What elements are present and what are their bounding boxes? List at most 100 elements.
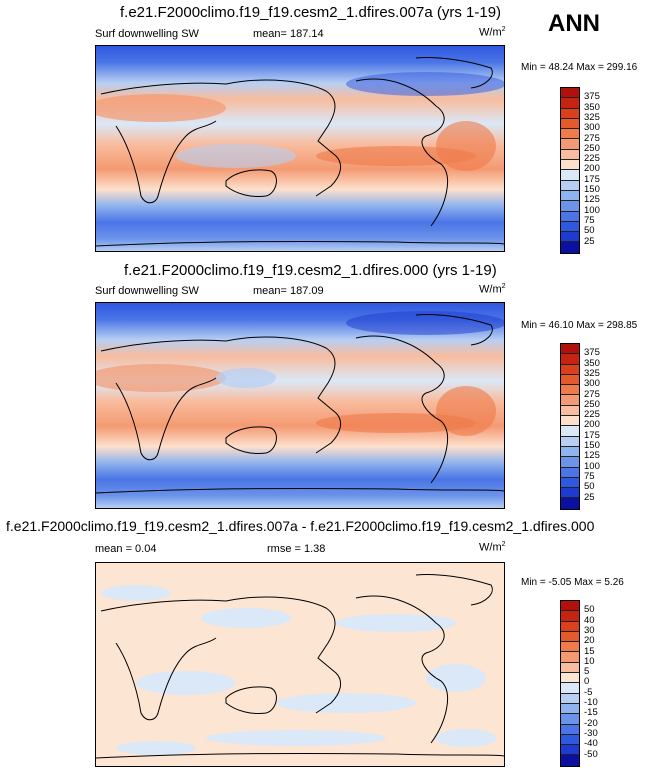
colorbar-tick-label: 25 (584, 491, 595, 503)
colorbar-swatch (561, 364, 579, 375)
panel-1-title: f.e21.F2000climo.f19_f19.cesm2_1.dfires.… (120, 4, 502, 21)
colorbar-tick-label: 30 (584, 624, 595, 636)
colorbar-tick-label: 225 (584, 409, 600, 421)
colorbar-swatch (561, 129, 579, 140)
panel-1-units: W/m2 (479, 26, 506, 39)
colorbar-tick-label: 325 (584, 367, 600, 379)
colorbar-swatch (561, 488, 579, 499)
colorbar-swatch (561, 354, 579, 365)
colorbar-swatch (561, 170, 579, 181)
colorbar-swatch (561, 98, 579, 109)
colorbar-tick-label: 75 (584, 470, 595, 482)
colorbar-tick-label: 50 (584, 225, 595, 237)
colorbar-swatch (561, 405, 579, 417)
colorbar-tick-label: 150 (584, 184, 600, 195)
panel-3-title: f.e21.F2000climo.f19_f19.cesm2_1.dfires.… (6, 518, 595, 534)
panel-2-colorbar (560, 343, 580, 510)
colorbar-tick-label: -30 (584, 727, 598, 739)
colorbar-tick-label: 15 (584, 645, 595, 657)
colorbar-tick-label: 5 (584, 666, 590, 678)
panel-2-mean-label: mean= 187.09 (253, 285, 324, 297)
colorbar-swatch (561, 426, 579, 437)
colorbar-swatch (561, 416, 579, 427)
colorbar-swatch (561, 118, 579, 130)
colorbar-tick-label: 100 (584, 204, 600, 216)
colorbar-swatch (561, 436, 579, 447)
panel-1-colorbar (560, 87, 580, 254)
colorbar-tick-label: 200 (584, 419, 600, 431)
colorbar-swatch (561, 621, 579, 632)
colorbar-swatch (561, 662, 579, 674)
colorbar-tick-label: 200 (584, 163, 600, 175)
colorbar-tick-label: 250 (584, 398, 600, 410)
season-label: ANN (548, 10, 600, 37)
colorbar-swatch (561, 108, 579, 119)
colorbar-tick-label: 350 (584, 357, 600, 369)
colorbar-tick-label: 350 (584, 101, 600, 113)
colorbar-swatch (561, 477, 579, 489)
colorbar-tick-label: 375 (584, 91, 600, 103)
panel-2-title: f.e21.F2000climo.f19_f19.cesm2_1.dfires.… (124, 262, 497, 279)
colorbar-swatch (561, 714, 579, 725)
panel-2-field (96, 303, 504, 508)
colorbar-swatch (561, 642, 579, 653)
colorbar-tick-label: 300 (584, 122, 600, 134)
panel-3-minmax: Min = -5.05 Max = 5.26 (521, 577, 624, 588)
colorbar-swatch (561, 446, 579, 458)
panel-3-mean-label: mean = 0.04 (95, 543, 157, 555)
colorbar-swatch (561, 498, 579, 509)
colorbar-swatch (561, 724, 579, 735)
colorbar-swatch (561, 601, 579, 612)
colorbar-tick-label: 20 (584, 635, 595, 647)
colorbar-tick-label: -20 (584, 717, 598, 729)
colorbar-tick-label: 125 (584, 194, 600, 206)
colorbar-swatch (561, 395, 579, 406)
colorbar-swatch (561, 139, 579, 150)
panel-3-colorbar (560, 600, 580, 767)
colorbar-tick-label: 50 (584, 604, 595, 616)
colorbar-swatch (561, 693, 579, 704)
colorbar-tick-label: -10 (584, 697, 598, 708)
colorbar-tick-label: -15 (584, 707, 598, 719)
colorbar-swatch (561, 755, 579, 766)
colorbar-tick-label: 175 (584, 429, 600, 441)
colorbar-tick-label: 25 (584, 235, 595, 247)
colorbar-swatch (561, 149, 579, 161)
colorbar-swatch (561, 467, 579, 478)
panel-2-minmax: Min = 46.10 Max = 298.85 (521, 320, 638, 331)
colorbar-tick-label: 125 (584, 450, 600, 462)
panel-2-map (95, 302, 505, 509)
colorbar-swatch (561, 160, 579, 171)
panel-1-field (96, 46, 504, 251)
panel-3-map (95, 562, 505, 767)
panel-3-field (96, 563, 504, 766)
colorbar-swatch (561, 745, 579, 756)
colorbar-swatch (561, 88, 579, 99)
colorbar-tick-label: 50 (584, 481, 595, 493)
panel-2-units: W/m2 (479, 283, 506, 296)
colorbar-tick-label: -40 (584, 738, 598, 750)
colorbar-tick-label: 375 (584, 347, 600, 359)
colorbar-swatch (561, 683, 579, 694)
panel-1-map (95, 45, 505, 252)
colorbar-tick-label: 275 (584, 132, 600, 144)
colorbar-swatch (561, 232, 579, 243)
colorbar-swatch (561, 242, 579, 253)
colorbar-swatch (561, 221, 579, 233)
colorbar-tick-label: -50 (584, 748, 598, 760)
colorbar-tick-label: -5 (584, 686, 593, 698)
colorbar-swatch (561, 344, 579, 355)
colorbar-tick-label: 100 (584, 460, 600, 472)
colorbar-tick-label: 250 (584, 142, 600, 154)
colorbar-tick-label: 10 (584, 655, 595, 667)
colorbar-swatch (561, 652, 579, 663)
colorbar-swatch (561, 703, 579, 715)
panel-1-minmax: Min = 48.24 Max = 299.16 (521, 62, 638, 73)
colorbar-tick-label: 0 (584, 676, 590, 688)
colorbar-tick-label: 40 (584, 614, 595, 626)
colorbar-tick-label: 300 (584, 378, 600, 390)
colorbar-swatch (561, 201, 579, 212)
colorbar-swatch (561, 611, 579, 622)
panel-3-rmse-label: rmse = 1.38 (267, 543, 326, 555)
colorbar-tick-label: 225 (584, 153, 600, 165)
